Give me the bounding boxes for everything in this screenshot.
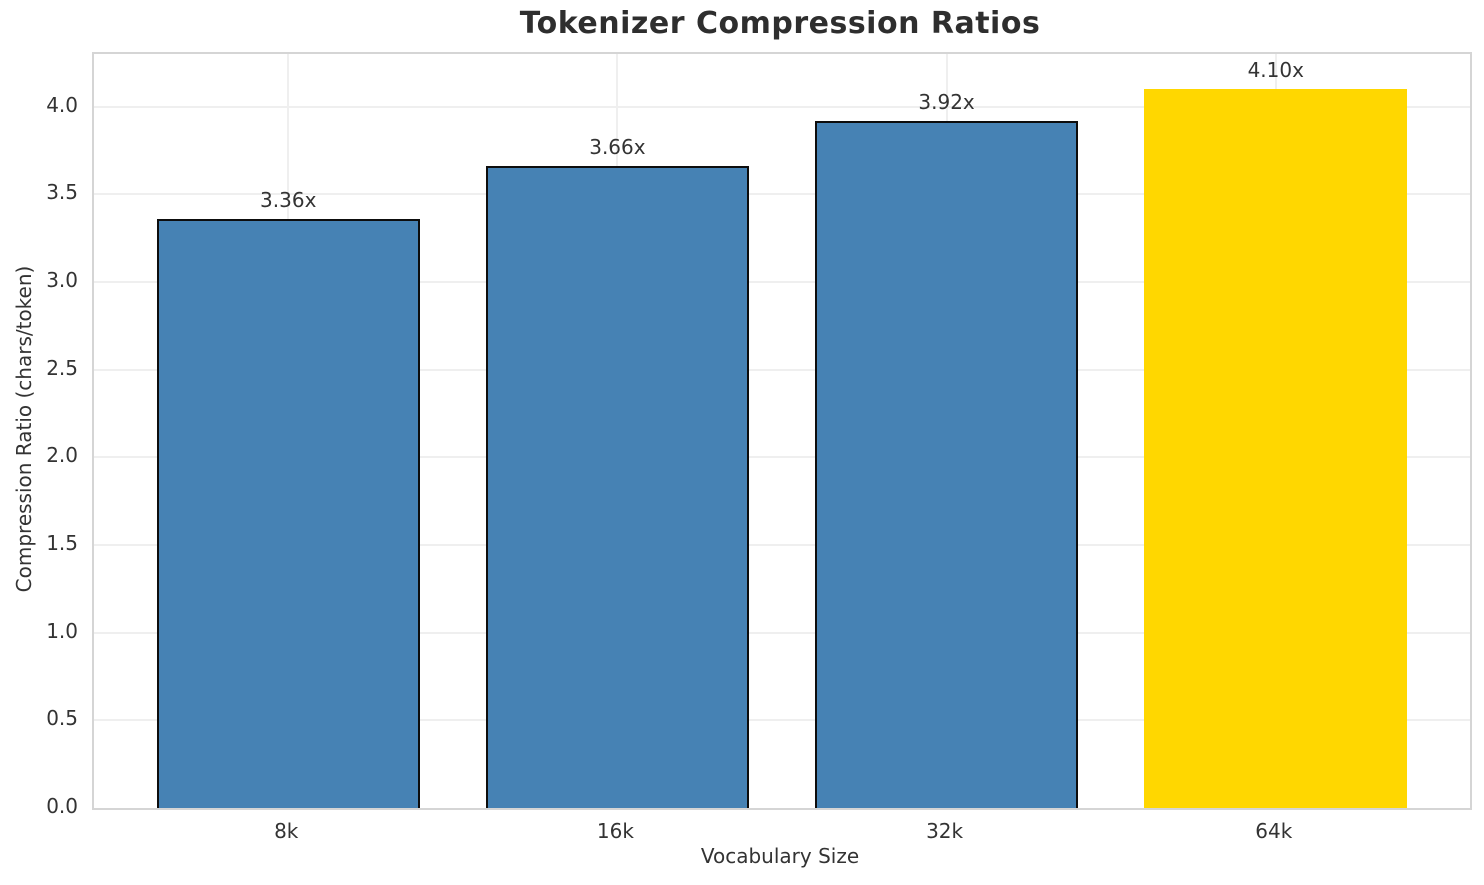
- bar-value-label: 3.36x: [260, 187, 317, 212]
- x-tick-label: 32k: [926, 819, 964, 843]
- y-tick-label: 3.0: [46, 267, 78, 292]
- y-tick-label: 2.5: [46, 355, 78, 380]
- h-gridline: [94, 193, 1470, 196]
- x-tick-label: 64k: [1255, 819, 1293, 843]
- h-gridline: [94, 631, 1470, 634]
- y-tick-label: 2.0: [46, 443, 78, 468]
- h-gridline: [94, 280, 1470, 283]
- x-tick-label: 8k: [274, 819, 299, 843]
- y-tick-label: 0.0: [46, 794, 78, 818]
- h-gridline: [94, 368, 1470, 371]
- bar-16k: [485, 166, 750, 808]
- y-tick-label: 1.0: [46, 618, 78, 643]
- bar-32k: [814, 120, 1079, 808]
- x-axis-label: Vocabulary Size: [700, 844, 860, 868]
- y-axis-label: Compression Ratio (chars/token): [12, 265, 36, 593]
- y-tick-label: 0.5: [46, 706, 78, 731]
- plot-area: 3.36x 3.66x 3.92x 4.10x: [92, 52, 1472, 810]
- h-gridline: [94, 543, 1470, 546]
- y-tick-label: 1.5: [46, 530, 78, 555]
- h-gridline: [94, 719, 1470, 722]
- h-gridline: [94, 456, 1470, 459]
- chart-title: Tokenizer Compression Ratios: [519, 6, 1041, 41]
- bar-8k: [156, 218, 420, 808]
- bar-value-label: 4.10x: [1247, 58, 1304, 83]
- x-tick-label: 16k: [596, 819, 634, 843]
- bar-value-label: 3.66x: [589, 135, 646, 160]
- y-tick-label: 4.0: [46, 92, 78, 117]
- h-gridline: [94, 105, 1470, 108]
- y-tick-label: 3.5: [46, 180, 78, 205]
- bar-64k: [1144, 89, 1408, 808]
- bar-value-label: 3.92x: [918, 89, 975, 114]
